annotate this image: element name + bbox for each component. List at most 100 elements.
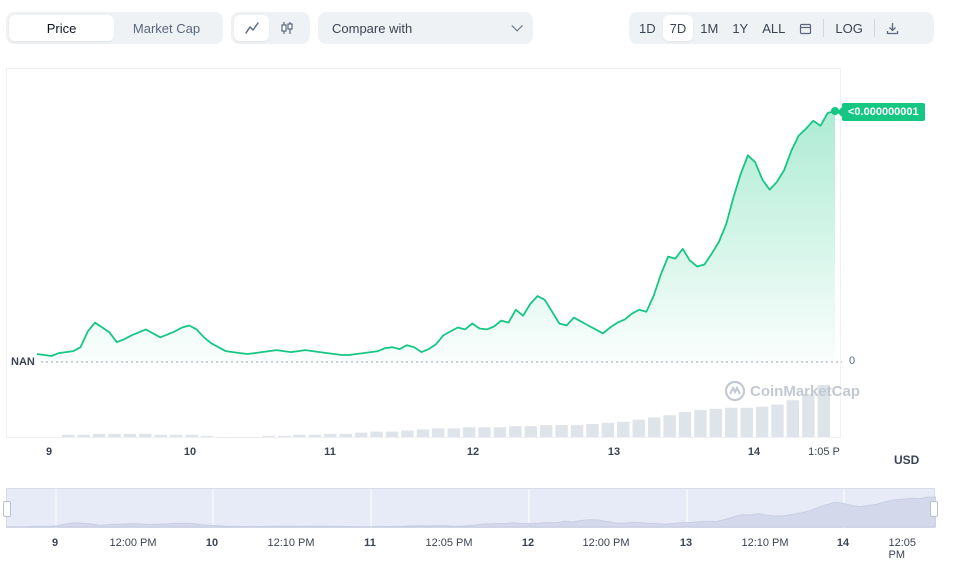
y-axis-nan-label: NAN [11, 356, 35, 368]
navigator-tick: 12:05 PM [888, 537, 917, 561]
volume-bar [92, 433, 106, 438]
price-line [36, 110, 836, 357]
volume-bar [709, 408, 722, 437]
y-axis-zero-label: 0 [849, 355, 856, 367]
volume-bar [401, 430, 414, 437]
volume-bar [678, 412, 692, 437]
log-scale-button[interactable]: LOG [835, 20, 863, 36]
navigator-tick: 11 [364, 537, 376, 549]
latest-price-dot [831, 107, 839, 115]
volume-bar [108, 433, 121, 438]
volume-bar [293, 434, 306, 437]
current-price-tag: <0.000000001 [837, 103, 925, 121]
volume-bar [802, 393, 815, 437]
volume-bar [247, 437, 260, 438]
price-chart[interactable] [6, 68, 842, 438]
range-7d-button[interactable]: 7D [662, 15, 694, 41]
volume-bars [62, 385, 830, 438]
volume-bar [416, 429, 430, 437]
volume-bar [200, 435, 214, 437]
line-chart-icon[interactable] [234, 15, 269, 41]
navigator-tick: 12 [521, 537, 535, 549]
navigator-tick: 12:05 PM [425, 537, 473, 549]
volume-bar [694, 409, 707, 437]
range-navigator[interactable] [3, 488, 938, 529]
volume-bar [617, 421, 630, 437]
x-tick: 12 [466, 446, 480, 458]
range-all-button[interactable]: ALL [762, 20, 786, 36]
range-1y-button[interactable]: 1Y [732, 20, 749, 36]
volume-bar [216, 437, 229, 438]
volume-bar [154, 434, 167, 437]
volume-bar [462, 427, 476, 438]
navigator-tick: 13 [679, 537, 693, 549]
volume-bar [123, 433, 137, 438]
candlestick-icon[interactable] [269, 15, 304, 41]
volume-bar [432, 428, 445, 437]
volume-bar [308, 434, 322, 437]
volume-bar [447, 428, 460, 437]
price-tab[interactable]: Price [9, 15, 114, 41]
toolbar-divider [873, 19, 875, 37]
volume-bar [185, 434, 198, 437]
volume-bar [817, 385, 830, 437]
volume-bar [277, 435, 291, 437]
volume-bar [771, 404, 784, 437]
volume-bar [725, 407, 738, 438]
x-tick: 11 [324, 446, 336, 458]
volume-bar [555, 425, 568, 437]
calendar-icon[interactable] [792, 15, 819, 41]
x-tick: 14 [747, 446, 761, 458]
volume-bar [601, 422, 615, 437]
volume-bar [62, 434, 75, 437]
chart-type-toggle: Price Market Cap [6, 12, 223, 44]
volume-bar [493, 427, 507, 438]
compare-with-dropdown[interactable]: Compare with [318, 12, 533, 44]
navigator-tick: 12:00 PM [582, 537, 630, 549]
volume-bar [648, 417, 661, 437]
navigator-tick: 12:10 PM [741, 537, 789, 549]
volume-bar [139, 433, 152, 438]
volume-bar [740, 407, 753, 438]
navigator-left-handle[interactable] [3, 501, 11, 517]
volume-bar [570, 425, 584, 437]
volume-bar [524, 426, 537, 437]
x-tick: 10 [183, 446, 197, 458]
watermark: CoinMarketCap [724, 380, 860, 402]
volume-bar [262, 435, 275, 437]
volume-bar [540, 425, 553, 437]
volume-bar [663, 415, 676, 437]
volume-bar [370, 431, 383, 437]
toolbar-divider [823, 19, 825, 37]
currency-label: USD [894, 453, 920, 467]
x-tick: 1:05 P [808, 446, 840, 458]
navigator-tick: 9 [51, 537, 59, 549]
volume-bar [755, 406, 769, 437]
volume-bar [786, 400, 800, 437]
price-chart-svg [36, 107, 842, 438]
price-area [37, 111, 835, 362]
range-1m-button[interactable]: 1M [700, 20, 719, 36]
volume-bar [77, 434, 90, 437]
x-tick: 13 [607, 446, 621, 458]
volume-bar [632, 419, 645, 437]
volume-bar [324, 433, 337, 438]
download-icon[interactable] [879, 15, 906, 41]
volume-bar [586, 424, 599, 437]
navigator-tick: 12:10 PM [267, 537, 315, 549]
volume-bar [385, 431, 399, 437]
volume-bar [231, 437, 244, 438]
chart-style-toggle [231, 12, 310, 44]
navigator-right-handle[interactable] [930, 501, 938, 517]
volume-bar [355, 432, 368, 437]
volume-bar [339, 433, 352, 438]
compare-with-label: Compare with [332, 20, 413, 36]
navigator-tick: 12:00 PM [109, 537, 157, 549]
range-1d-button[interactable]: 1D [639, 20, 656, 36]
watermark-text: CoinMarketCap [750, 382, 861, 400]
x-tick: 9 [45, 446, 53, 458]
chevron-down-icon [511, 20, 523, 32]
volume-bar [509, 426, 522, 437]
volume-bar [169, 434, 183, 437]
market-cap-tab[interactable]: Market Cap [132, 20, 201, 36]
